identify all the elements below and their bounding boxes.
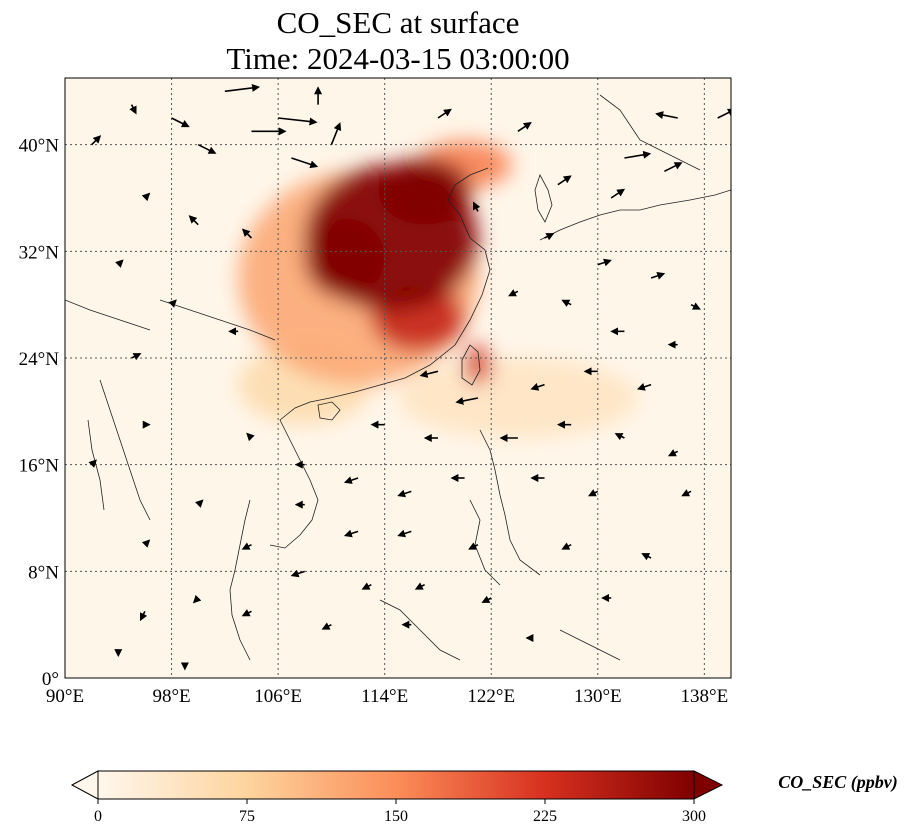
wind-arrow xyxy=(561,299,572,307)
wind-arrow xyxy=(587,489,599,497)
wind-arrow xyxy=(690,302,701,310)
wind-vectors xyxy=(88,83,731,671)
colorbar-tick-label: 300 xyxy=(682,808,706,825)
map-subtitle: Time: 2024-03-15 03:00:00 xyxy=(226,41,570,76)
co-concentration-field xyxy=(238,140,638,438)
wind-arrow xyxy=(667,449,679,457)
longitude-tick-labels: 90°E 98°E 106°E 114°E 122°E 130°E 138°E xyxy=(46,686,728,707)
colorbar-extend-min xyxy=(70,770,99,800)
wind-arrow xyxy=(468,542,479,550)
longitude-tick-label: 122°E xyxy=(467,686,515,707)
wind-arrow xyxy=(437,108,452,119)
colorbar-extend-max xyxy=(693,770,724,800)
wind-arrow xyxy=(91,135,102,146)
wind-arrow xyxy=(241,228,253,239)
wind-arrow xyxy=(397,529,412,538)
wind-arrow xyxy=(197,143,217,154)
wind-arrow xyxy=(508,289,519,297)
wind-arrow xyxy=(473,201,481,212)
wind-arrow xyxy=(650,272,666,280)
wind-arrow xyxy=(241,542,252,550)
wind-arrow xyxy=(291,157,319,169)
wind-arrow xyxy=(241,609,252,617)
gridlines xyxy=(65,78,731,678)
wind-arrow xyxy=(624,150,652,159)
wind-arrow xyxy=(171,117,190,128)
wind-arrow xyxy=(330,122,342,145)
latitude-tick-label: 16°N xyxy=(19,456,60,477)
wind-arrow xyxy=(419,370,439,378)
latitude-tick-label: 24°N xyxy=(19,349,60,370)
wind-arrow xyxy=(610,188,626,199)
latitude-tick-label: 8°N xyxy=(28,562,59,583)
wind-arrow xyxy=(597,258,612,267)
longitude-tick-label: 130°E xyxy=(574,686,622,707)
latitude-tick-labels: 0° 8°N 16°N 24°N 32°N 40°N xyxy=(19,136,60,690)
wind-arrow xyxy=(664,162,683,173)
wind-arrow xyxy=(290,569,306,578)
wind-arrow xyxy=(561,542,572,550)
map-title: CO_SEC at surface xyxy=(276,5,520,40)
colorbar-label: CO_SEC (ppbv) xyxy=(778,772,898,793)
wind-arrow xyxy=(343,529,359,538)
colorbar: 0 75 150 225 300 CO_SEC (ppbv) xyxy=(70,770,898,825)
wind-arrow xyxy=(168,299,177,308)
wind-arrow xyxy=(361,582,372,590)
concentration-blob xyxy=(398,358,638,438)
wind-arrow xyxy=(131,353,142,361)
wind-arrow xyxy=(88,459,97,468)
wind-arrow xyxy=(455,397,479,405)
wind-arrow xyxy=(115,259,124,268)
wind-arrow xyxy=(343,476,359,484)
longitude-tick-label: 114°E xyxy=(361,686,408,707)
concentration-blob xyxy=(464,344,492,385)
wind-arrow xyxy=(530,383,545,391)
wind-arrow xyxy=(517,122,532,132)
wind-arrow xyxy=(195,499,204,508)
wind-arrow xyxy=(655,111,678,119)
colorbar-tick-label: 75 xyxy=(239,808,255,825)
wind-arrow xyxy=(614,433,625,441)
wind-arrow xyxy=(321,622,332,630)
longitude-tick-label: 106°E xyxy=(254,686,302,707)
latitude-tick-label: 0° xyxy=(42,669,59,690)
colorbar-gradient xyxy=(97,770,695,800)
colorbar-tick-label: 225 xyxy=(533,808,557,825)
longitude-tick-label: 90°E xyxy=(46,686,84,707)
wind-arrow xyxy=(641,553,652,561)
wind-arrow xyxy=(544,233,555,241)
longitude-tick-label: 98°E xyxy=(152,686,190,707)
wind-arrow xyxy=(557,175,572,186)
wind-arrow xyxy=(681,489,692,497)
wind-arrow xyxy=(129,104,137,115)
wind-arrow xyxy=(481,595,492,603)
wind-arrow xyxy=(278,117,318,126)
wind-arrow xyxy=(224,83,261,93)
wind-arrow xyxy=(717,108,731,119)
concentration-blob xyxy=(378,158,472,225)
wind-arrow xyxy=(192,594,202,604)
wind-arrow xyxy=(140,610,148,622)
wind-arrow xyxy=(141,539,151,548)
longitude-tick-label: 138°E xyxy=(681,686,729,707)
wind-arrow xyxy=(246,432,255,442)
colorbar-tick-label: 150 xyxy=(384,808,408,825)
map-frame xyxy=(64,77,732,679)
wind-arrow xyxy=(141,192,151,202)
colorbar-tick-label: 0 xyxy=(94,808,102,825)
latitude-tick-label: 32°N xyxy=(19,242,60,263)
wind-arrow xyxy=(636,383,652,391)
wind-arrow xyxy=(188,215,199,226)
wind-arrow xyxy=(414,582,425,590)
latitude-tick-label: 40°N xyxy=(19,136,60,157)
wind-arrow xyxy=(397,489,412,498)
